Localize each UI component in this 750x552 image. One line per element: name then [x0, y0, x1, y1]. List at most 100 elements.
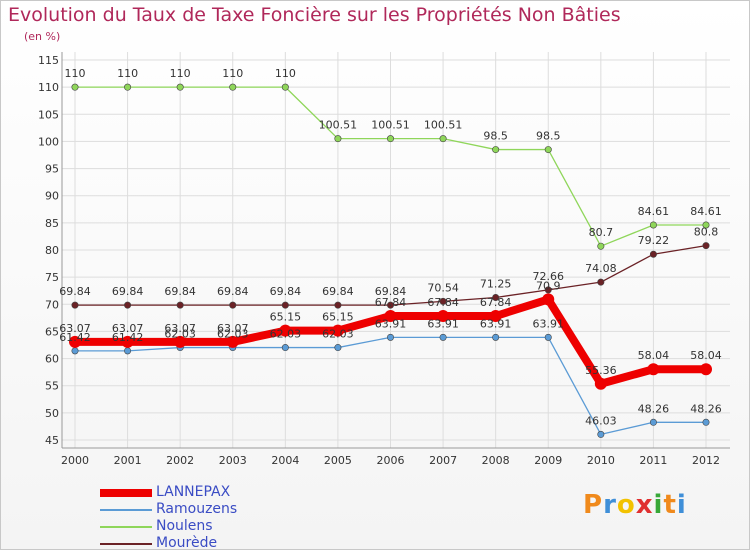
data-point [386, 333, 394, 341]
data-point [331, 324, 344, 337]
data-labels: 61.42 61.42 62.03 62.03 62.03 62.03 63.91 63.91… [59, 67, 722, 427]
data-point [229, 301, 237, 309]
data-point [649, 250, 657, 258]
data-point [702, 242, 710, 250]
data-label: 110 [65, 67, 86, 80]
data-label: 110 [222, 67, 243, 80]
data-point [386, 301, 394, 309]
data-point [71, 347, 79, 355]
logo-letter: P [583, 490, 604, 520]
x-tick-label: 2002 [166, 454, 194, 467]
data-point [544, 146, 552, 154]
series-group [69, 83, 712, 438]
data-label: 61.42 [112, 331, 144, 344]
legend-swatch [100, 489, 152, 497]
data-label: 61.42 [59, 331, 91, 344]
data-point [176, 301, 184, 309]
data-label: 63.07 [112, 322, 144, 335]
data-label: 55.36 [585, 364, 617, 377]
y-tick-label: 105 [38, 108, 59, 121]
x-tick-label: 2012 [692, 454, 720, 467]
data-label: 63.07 [59, 322, 91, 335]
data-label: 72.66 [533, 270, 565, 283]
chart-title: Evolution du Taux de Taxe Foncière sur l… [8, 4, 621, 26]
y-tick-label: 95 [45, 163, 59, 176]
y-tick-label: 100 [38, 135, 59, 148]
data-point [702, 221, 710, 229]
data-label: 58.04 [638, 349, 670, 362]
data-point [281, 83, 289, 91]
data-label: 110 [170, 67, 191, 80]
data-point [281, 301, 289, 309]
data-label: 58.04 [690, 349, 722, 362]
data-label: 65.15 [270, 311, 302, 324]
x-tick-label: 2007 [429, 454, 457, 467]
data-point [174, 335, 187, 348]
logo-letter: i [653, 490, 664, 520]
data-label: 69.84 [270, 285, 302, 298]
data-point [492, 146, 500, 154]
chart-subtitle: (en %) [24, 30, 61, 43]
data-label: 69.84 [112, 285, 144, 298]
data-label: 80.8 [694, 226, 719, 239]
data-label: 69.84 [375, 285, 407, 298]
data-point [124, 83, 132, 91]
data-label: 46.03 [585, 414, 617, 427]
data-label: 63.07 [164, 322, 196, 335]
logo-letter: r [603, 490, 617, 520]
data-point [229, 83, 237, 91]
data-point [69, 335, 81, 348]
data-label: 79.22 [638, 234, 670, 247]
y-tick-label: 80 [45, 244, 59, 257]
data-point [597, 430, 605, 438]
legend-label: Mourède [156, 535, 218, 551]
data-point [594, 377, 607, 390]
data-point [334, 344, 342, 352]
data-point [71, 83, 79, 91]
data-label: 74.08 [585, 262, 617, 275]
x-tick-label: 2005 [324, 454, 352, 467]
data-point [597, 242, 605, 250]
data-label: 110 [275, 67, 296, 80]
legend-label: Noulens [156, 518, 213, 534]
data-label: 63.91 [427, 317, 459, 330]
data-point [597, 278, 605, 286]
data-label: 69.84 [217, 285, 249, 298]
proxiti-logo: Proxiti [583, 490, 687, 520]
data-label: 67.84 [427, 296, 459, 309]
x-tick-label: 2008 [482, 454, 510, 467]
legend-swatch [100, 509, 152, 511]
data-label: 67.84 [480, 296, 512, 309]
data-point [649, 221, 657, 229]
data-label: 63.91 [375, 317, 407, 330]
data-label: 69.84 [164, 285, 196, 298]
data-label: 62.03 [270, 328, 302, 341]
x-tick-label: 2011 [639, 454, 667, 467]
data-label: 70.9 [536, 279, 561, 292]
data-point [702, 418, 710, 426]
y-tick-label: 45 [45, 434, 59, 447]
y-tick-label: 65 [45, 325, 59, 338]
data-point [334, 301, 342, 309]
data-point [439, 135, 447, 143]
x-tick-label: 2006 [377, 454, 405, 467]
data-label: 84.61 [638, 205, 670, 218]
data-label: 80.7 [589, 226, 614, 239]
x-tick-label: 2010 [587, 454, 615, 467]
data-label: 98.5 [483, 130, 508, 143]
data-label: 110 [117, 67, 138, 80]
data-point [492, 293, 500, 301]
x-tick-label: 2003 [219, 454, 247, 467]
data-point [281, 344, 289, 352]
y-tick-label: 110 [38, 81, 59, 94]
data-point [544, 333, 552, 341]
x-tick-label: 2001 [114, 454, 142, 467]
data-label: 48.26 [690, 402, 722, 415]
y-tick-label: 60 [45, 353, 59, 366]
data-point [647, 363, 660, 376]
y-tick-label: 90 [45, 190, 59, 203]
data-point [544, 286, 552, 294]
data-point [226, 335, 239, 348]
data-point [71, 301, 79, 309]
